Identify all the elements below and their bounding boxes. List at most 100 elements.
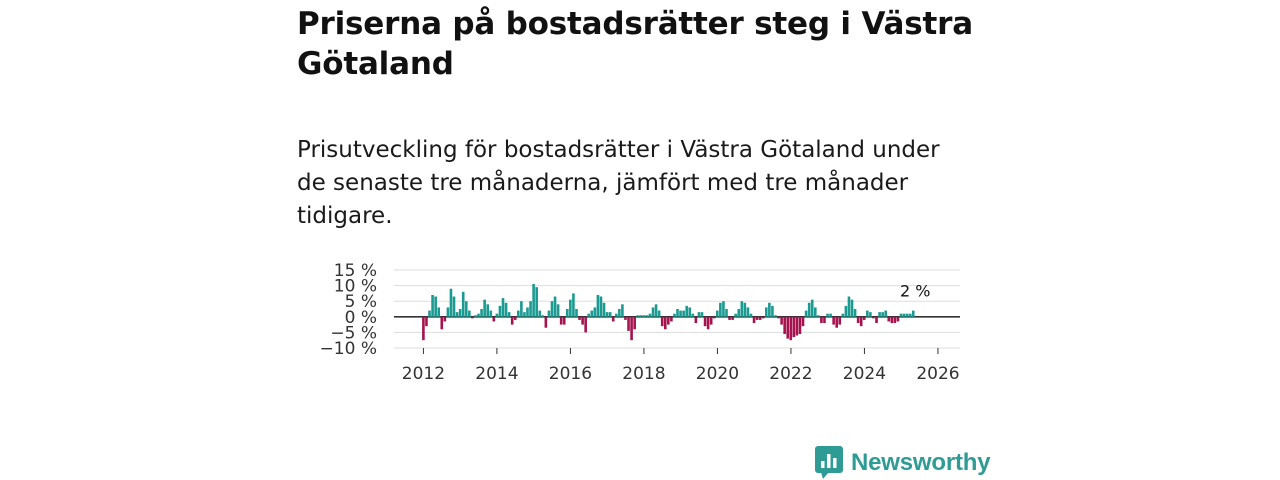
bar (844, 305, 848, 317)
bar (682, 310, 685, 317)
bar (722, 301, 725, 317)
bar (523, 312, 526, 317)
bar (633, 316, 636, 330)
x-tick-label: 2024 (843, 364, 886, 384)
bar (590, 310, 594, 317)
x-tick-label: 2020 (696, 364, 739, 384)
bar (688, 307, 692, 317)
bar (670, 316, 673, 322)
bar (743, 302, 747, 317)
bar (504, 302, 508, 317)
bar (746, 307, 750, 317)
bar (697, 312, 701, 317)
bar (758, 316, 762, 320)
bar (489, 310, 493, 317)
bar (657, 310, 661, 317)
bar (712, 316, 716, 319)
bar (768, 302, 771, 317)
bar (510, 316, 514, 325)
y-tick-label: −5 % (330, 323, 377, 343)
bar (575, 309, 578, 317)
bar (810, 299, 814, 317)
newsworthy-logo-icon (815, 446, 843, 479)
bar (422, 316, 425, 341)
bar (841, 313, 845, 317)
bar (728, 316, 731, 320)
bar (449, 288, 453, 317)
bar (872, 316, 875, 319)
bar (896, 316, 900, 322)
bar (520, 301, 523, 317)
bar (562, 316, 566, 325)
bar (908, 313, 912, 317)
bar (685, 305, 688, 317)
bar (820, 316, 823, 324)
bar (679, 310, 682, 317)
bar (645, 315, 649, 317)
bar (501, 298, 505, 317)
bar (471, 316, 474, 319)
bar (813, 307, 817, 317)
bar (786, 316, 790, 339)
bar (866, 310, 869, 317)
bar (878, 312, 881, 317)
bar (755, 316, 759, 320)
bar (795, 316, 799, 336)
bar (464, 301, 468, 317)
bar (771, 305, 774, 317)
bar (627, 316, 630, 331)
x-tick-label: 2022 (769, 364, 812, 384)
bar (593, 307, 597, 317)
bar (565, 309, 569, 317)
bar (694, 316, 698, 324)
bar (605, 312, 609, 317)
bar (676, 309, 679, 317)
bar (902, 313, 906, 317)
bar (535, 287, 538, 317)
brand-logo: Newsworthy (815, 446, 991, 480)
bar (492, 316, 496, 322)
bar (477, 313, 480, 317)
y-tick-label: 10 % (334, 277, 377, 297)
bar (455, 312, 459, 317)
bar (887, 316, 891, 322)
x-tick-label: 2018 (622, 364, 665, 384)
bar (807, 302, 811, 317)
bar (559, 316, 563, 325)
bar (434, 296, 437, 317)
bar (547, 310, 551, 317)
bar (829, 313, 832, 317)
bar (437, 307, 441, 317)
bar (789, 316, 793, 341)
bar (443, 316, 447, 322)
bar (507, 312, 511, 317)
bar (838, 316, 842, 325)
bar (899, 313, 903, 317)
bar (832, 316, 835, 325)
bar (602, 302, 606, 317)
bar (804, 310, 808, 317)
bar (774, 315, 777, 317)
chart-title: Priserna på bostadsrätter steg i Västra … (297, 6, 973, 82)
bar (642, 315, 646, 317)
bar (630, 316, 633, 341)
bar (660, 316, 664, 327)
bar (881, 312, 884, 317)
bar (700, 312, 704, 317)
bar (893, 316, 897, 324)
brand-name: Newsworthy (851, 449, 991, 476)
bar (578, 316, 581, 320)
bar (550, 301, 554, 317)
bar (474, 315, 477, 317)
bar (911, 310, 915, 317)
bar (654, 304, 658, 317)
bar (532, 284, 535, 317)
bar (792, 316, 796, 338)
bar (569, 299, 572, 317)
bar (663, 316, 667, 330)
x-axis-ticks: 2012 2014 2016 2018 2020 2022 2024 2026 (402, 348, 960, 384)
bar (639, 315, 643, 317)
bar (709, 316, 713, 325)
bar (611, 316, 615, 322)
last-value-label: 2 % (900, 282, 930, 301)
